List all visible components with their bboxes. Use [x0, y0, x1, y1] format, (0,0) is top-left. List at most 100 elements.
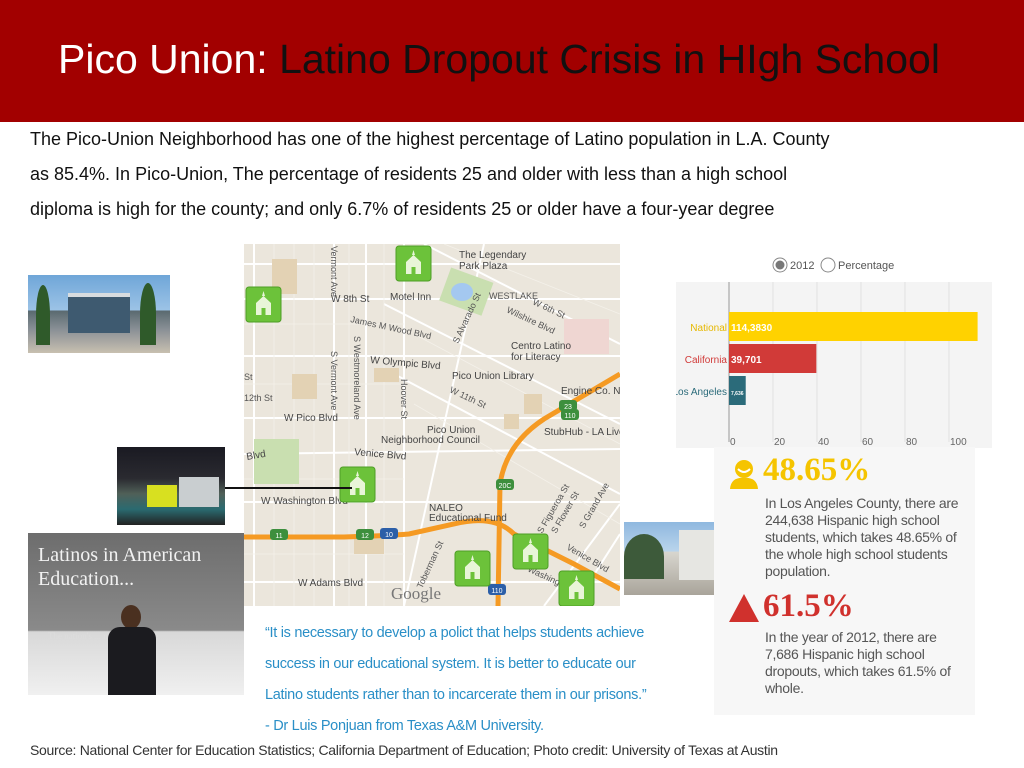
map-label: Centro Latino [511, 341, 571, 352]
stat-value: 61.5% [763, 588, 854, 624]
map-label: Motel Inn [390, 292, 431, 303]
intro-paragraph: The Pico-Union Neighborhood has one of t… [30, 129, 830, 219]
page-title: Pico Union: Latino Dropout Crisis in HIg… [58, 36, 940, 83]
triangle-icon [729, 594, 759, 622]
map-label: Neighborhood Council [381, 435, 480, 446]
source-credit: Source: National Center for Education St… [30, 742, 778, 758]
highway-shield [356, 529, 374, 540]
map-label: Park Plaza [459, 261, 508, 272]
quote-line: Latino students rather than to incarcera… [265, 687, 647, 703]
highway-shield [270, 529, 288, 540]
school-building-photo [28, 275, 170, 353]
stat-description: In Los Angeles County, there are 244,638… [765, 495, 959, 579]
quote-line: success in our educational system. It is… [265, 656, 636, 672]
map-label: StubHub - LA Live [544, 427, 620, 438]
map-label: St [244, 372, 253, 382]
map-label: W Pico Blvd [284, 413, 338, 424]
person-icon [730, 460, 758, 489]
highway-shield [561, 409, 579, 420]
school-icon [569, 575, 584, 599]
school-marker[interactable] [395, 245, 432, 282]
category-label: National [690, 323, 727, 334]
data-label: 39,701 [731, 355, 762, 366]
highway-shield-label: 23 [564, 404, 572, 411]
stats-panel: 48.65% In Los Angeles County, there are … [714, 447, 975, 715]
radio-label[interactable]: 2012 [790, 260, 814, 272]
map-label: NALEO [429, 503, 463, 514]
bar [729, 312, 978, 341]
stat-value: 48.65% [763, 452, 871, 488]
quote: “It is necessary to develop a polict tha… [265, 618, 685, 742]
map-label: Pico Union Library [452, 371, 534, 382]
highway-shield [380, 528, 398, 539]
map-label: W Washington Blvd [261, 496, 348, 507]
map-streets [243, 243, 621, 607]
quote-attribution: - Dr Luis Ponjuan from Texas A&M Univers… [265, 718, 544, 734]
data-label: 7,636 [731, 391, 744, 397]
school-marker[interactable] [454, 550, 491, 587]
dropout-bar-chart: 0 20 40 60 80 100 National 114,3830 California 39… [673, 252, 992, 452]
map-label: Pico Union [427, 425, 475, 436]
x-tick-label: 0 [730, 437, 736, 448]
map-label: WESTLAKE [489, 291, 538, 301]
map-label: The Legendary [459, 250, 526, 261]
highway-shield-label: 20C [499, 483, 512, 490]
school-icon [256, 291, 271, 315]
school-marker[interactable] [339, 466, 376, 503]
map-label: W Adams Blvd [298, 578, 363, 589]
google-logo: Google [391, 584, 441, 603]
map-label: for Literacy [511, 352, 560, 363]
highway-shield-label: 12 [361, 533, 369, 540]
park-area [254, 439, 299, 484]
map-label: Educational Fund [429, 513, 507, 524]
bar [729, 344, 817, 373]
x-tick-label: 20 [774, 437, 786, 448]
school-night-photo [117, 447, 225, 525]
map-label: S Vermont Ave [329, 351, 339, 410]
map-label: Engine Co. No. [561, 386, 620, 397]
speaker-slide-photo: Latinos in American Education... The nat… [28, 533, 244, 695]
stat-description: In the year of 2012, there are 7,686 His… [765, 629, 951, 696]
x-tick-label: 100 [950, 437, 967, 448]
data-label: 114,3830 [731, 323, 773, 334]
school-icon [406, 250, 421, 274]
connector-line [225, 487, 352, 489]
title-banner: Pico Union: Latino Dropout Crisis in HIg… [0, 0, 1024, 122]
map-label: Hoover St [399, 379, 409, 420]
neighborhood-map[interactable]: The Legendary Park Plaza Motel Inn W 8th St… [243, 243, 629, 607]
category-label: Los Angeles [676, 387, 727, 398]
category-label: California [685, 355, 728, 366]
radio-button[interactable] [820, 257, 836, 273]
school-icon [350, 471, 365, 495]
x-tick-label: 40 [818, 437, 830, 448]
slide-photo-subtitle: The nation's ... ntial workforce [48, 631, 159, 641]
title-topic: Latino Dropout Crisis in HIgh School [267, 36, 940, 82]
map-label: 12th St [244, 393, 273, 403]
highway-shield-label: 10 [385, 532, 393, 539]
school-marker[interactable] [558, 570, 595, 607]
school-marker[interactable] [512, 533, 549, 570]
highway-shield [488, 584, 506, 595]
x-tick-label: 60 [862, 437, 874, 448]
title-location: Pico Union: [58, 36, 268, 82]
map-label: Vermont Ave [329, 246, 339, 297]
map-label: W 8th St [331, 294, 370, 305]
highway-shield-label: 110 [564, 413, 575, 420]
school-icon [465, 555, 480, 579]
highway-shield-label: 11 [275, 533, 282, 540]
map-label: Blvd [246, 449, 267, 463]
highway-shield-label: 110 [491, 588, 502, 595]
school-marker[interactable] [245, 286, 282, 323]
school-icon [523, 538, 538, 562]
highway-shield [496, 479, 514, 490]
slide-photo-title: Latinos in American Education... [38, 544, 202, 590]
hospital-area [564, 319, 609, 354]
x-tick-label: 80 [906, 437, 918, 448]
map-label: Venice Blvd [354, 447, 407, 463]
quote-line: “It is necessary to develop a polict tha… [265, 625, 644, 641]
lake [451, 283, 473, 301]
bar [729, 376, 746, 405]
highway-shield [559, 400, 577, 411]
map-label: S Westmoreland Ave [352, 336, 362, 420]
radio-label[interactable]: Percentage [838, 260, 894, 272]
